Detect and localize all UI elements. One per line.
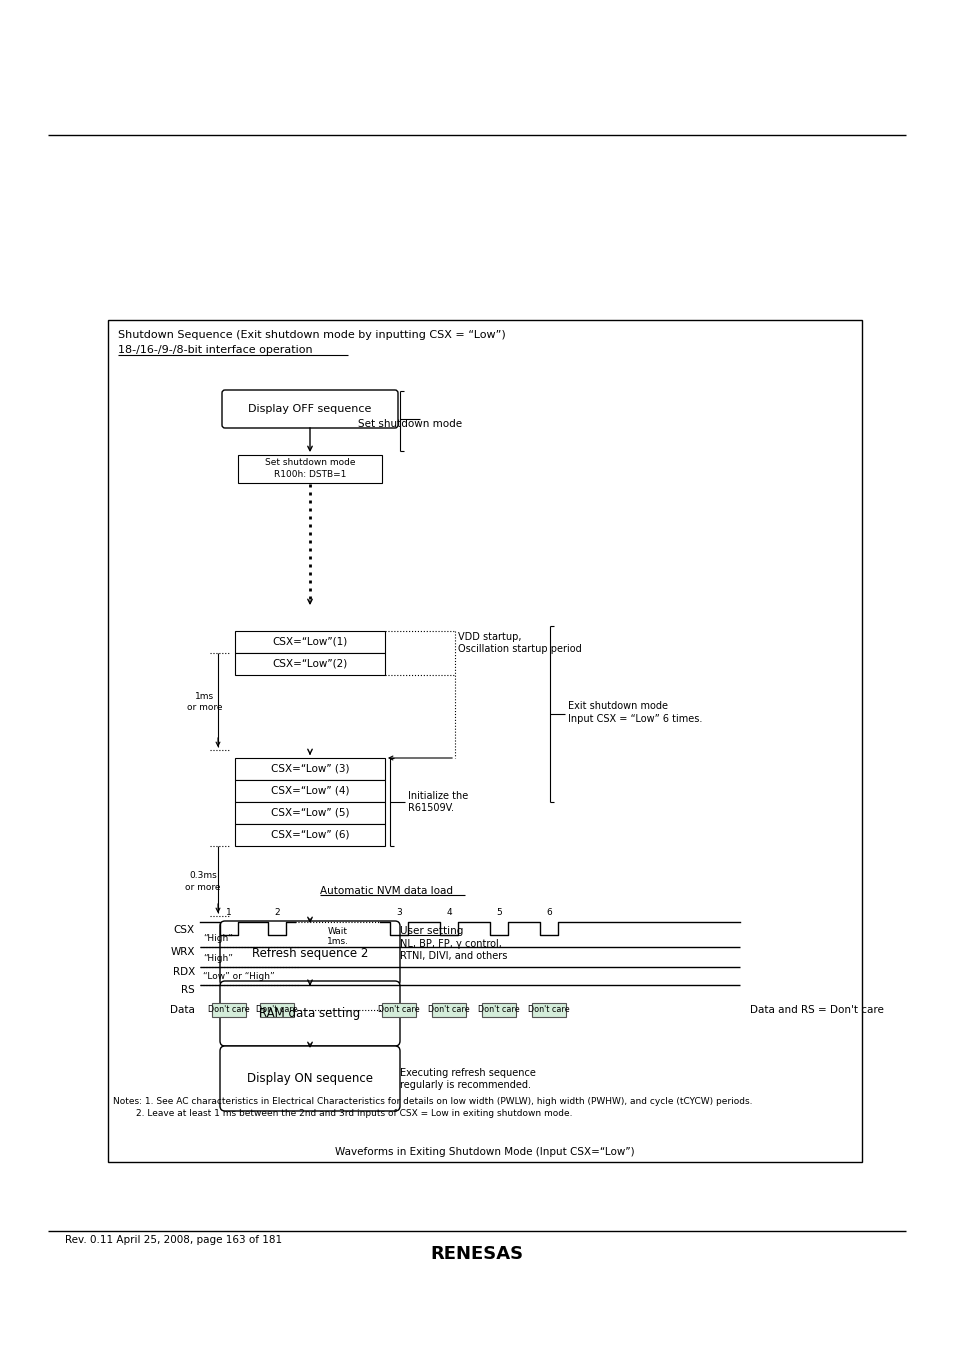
Text: RTNI, DIVI, and others: RTNI, DIVI, and others [399,950,507,961]
Bar [260,1003,294,1017]
Text: Don't care: Don't care [256,1006,297,1014]
Bar [481,1003,516,1017]
Bar [237,455,381,483]
Text: Set shutdown mode: Set shutdown mode [357,418,461,429]
Text: VDD startup,: VDD startup, [457,632,521,643]
Bar [234,630,385,653]
Text: CSX=“Low”(1): CSX=“Low”(1) [273,637,347,647]
Text: RDX: RDX [172,967,194,977]
Text: Automatic NVM data load: Automatic NVM data load [319,886,453,896]
Bar [381,1003,416,1017]
Text: Set shutdown mode: Set shutdown mode [265,459,355,467]
Bar [234,757,385,780]
Text: regularly is recommended.: regularly is recommended. [399,1080,531,1089]
Text: R100h: DSTB=1: R100h: DSTB=1 [274,471,346,479]
Text: Wait: Wait [327,927,347,937]
Text: Display ON sequence: Display ON sequence [247,1072,373,1085]
Text: 0.3ms: 0.3ms [189,872,216,880]
Bar [432,1003,465,1017]
Text: RENESAS: RENESAS [430,1245,523,1264]
Text: Don't care: Don't care [477,1006,519,1014]
Text: 5: 5 [496,909,501,917]
Text: 1ms.: 1ms. [326,937,348,945]
Text: Display OFF sequence: Display OFF sequence [248,404,372,414]
Text: Refresh sequence 2: Refresh sequence 2 [252,946,368,960]
Text: 2: 2 [274,909,279,917]
Text: Notes: 1. See AC characteristics in Electrical Characteristics for details on lo: Notes: 1. See AC characteristics in Elec… [112,1098,752,1107]
Text: 1ms: 1ms [195,693,214,701]
Text: “Low” or “High”: “Low” or “High” [203,972,274,981]
Bar [108,320,862,1162]
Text: 1: 1 [226,909,232,917]
Text: CSX=“Low” (5): CSX=“Low” (5) [271,809,349,818]
Text: CSX: CSX [173,925,194,936]
Bar [532,1003,565,1017]
Text: NL, BP, FP, γ control,: NL, BP, FP, γ control, [399,940,501,949]
FancyBboxPatch shape [220,921,399,986]
Text: Executing refresh sequence: Executing refresh sequence [399,1068,536,1077]
Text: or more: or more [187,703,222,711]
Text: Don't care: Don't care [208,1006,250,1014]
Text: 6: 6 [545,909,551,917]
Text: Input CSX = “Low” 6 times.: Input CSX = “Low” 6 times. [567,714,701,724]
FancyBboxPatch shape [220,981,399,1046]
Bar [234,780,385,802]
Text: CSX=“Low”(2): CSX=“Low”(2) [273,659,347,670]
Text: User setting: User setting [399,926,463,936]
Text: “High”: “High” [203,934,233,944]
Text: Shutdown Sequence (Exit shutdown mode by inputting CSX = “Low”): Shutdown Sequence (Exit shutdown mode by… [118,329,505,340]
FancyBboxPatch shape [220,1046,399,1111]
Text: Data and RS = Don't care: Data and RS = Don't care [749,1004,882,1015]
Text: RAM data setting: RAM data setting [259,1007,360,1021]
Text: Don't care: Don't care [528,1006,569,1014]
Text: 3: 3 [395,909,401,917]
Text: Oscillation startup period: Oscillation startup period [457,644,581,653]
Text: WRX: WRX [171,946,194,957]
Text: 2. Leave at least 1 ms between the 2nd and 3rd inputs of CSX = Low in exiting sh: 2. Leave at least 1 ms between the 2nd a… [112,1110,572,1119]
Text: Don't care: Don't care [377,1006,419,1014]
Bar [234,824,385,846]
Text: Data: Data [170,1004,194,1015]
Bar [399,387,401,454]
Text: “High”: “High” [203,954,233,963]
Text: or more: or more [185,883,220,891]
Text: 4: 4 [446,909,452,917]
Text: Waveforms in Exiting Shutdown Mode (Input CSX=“Low”): Waveforms in Exiting Shutdown Mode (Inpu… [335,1148,634,1157]
Text: CSX=“Low” (3): CSX=“Low” (3) [271,764,349,774]
Text: CSX=“Low” (4): CSX=“Low” (4) [271,786,349,796]
FancyBboxPatch shape [222,390,397,428]
Text: Initialize the: Initialize the [408,791,468,801]
Text: RS: RS [181,986,194,995]
Bar [234,802,385,824]
Text: Exit shutdown mode: Exit shutdown mode [567,701,667,711]
Text: Don't care: Don't care [428,1006,469,1014]
Text: Rev. 0.11 April 25, 2008, page 163 of 181: Rev. 0.11 April 25, 2008, page 163 of 18… [65,1235,282,1245]
Text: R61509V.: R61509V. [408,803,454,813]
Text: 18-/16-/9-/8-bit interface operation: 18-/16-/9-/8-bit interface operation [118,346,313,355]
Bar [212,1003,246,1017]
Text: CSX=“Low” (6): CSX=“Low” (6) [271,830,349,840]
Bar [234,653,385,675]
